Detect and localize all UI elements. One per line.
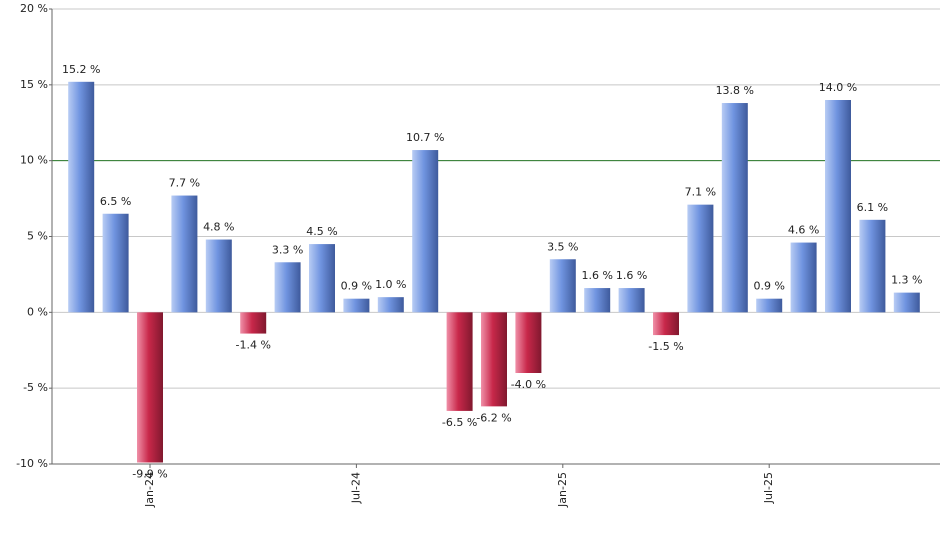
bar [377,297,404,313]
bar [171,195,198,313]
bar [893,292,920,313]
value-label: 1.6 % [616,269,647,282]
bar [721,103,748,313]
bar [825,100,851,313]
bar [446,312,473,411]
bar [756,298,783,313]
value-label: 7.7 % [169,177,200,190]
value-label: 0.9 % [341,280,372,293]
value-label: 4.8 % [203,221,234,234]
value-label: 3.5 % [547,240,578,253]
value-label: 1.0 % [375,278,406,291]
value-label: 14.0 % [819,81,857,94]
y-tick-label: 0 % [27,305,48,318]
x-tick-label: Jul-25 [762,472,775,504]
value-label: 4.6 % [788,224,819,237]
value-label: 15.2 % [62,63,100,76]
x-tick-label: Jul-24 [349,472,362,504]
value-label: 6.1 % [857,201,888,214]
bar [653,312,679,336]
value-label: 3.3 % [272,243,303,256]
bar [205,239,232,313]
bar [618,288,645,313]
bar [859,219,886,313]
bar [274,262,301,313]
value-label: 10.7 % [406,131,444,144]
value-label: 13.8 % [716,84,754,97]
bar [790,242,817,313]
value-label: 1.3 % [891,274,922,287]
bar [137,312,163,463]
y-tick-label: -10 % [16,457,48,470]
bar [343,298,370,313]
value-label: 4.5 % [306,225,337,238]
value-label: -4.0 % [511,378,546,391]
value-label: 1.6 % [581,269,612,282]
bar [68,81,95,313]
bar [481,312,507,407]
bar [584,288,611,313]
bar [102,213,129,313]
y-tick-label: 5 % [27,230,48,243]
y-tick-label: 10 % [20,154,48,167]
x-tick-label: Jan-24 [143,472,156,508]
value-label: -1.4 % [235,339,270,352]
value-label: -1.5 % [648,340,683,353]
value-label: 7.1 % [685,186,716,199]
bar [240,312,267,334]
y-tick-label: -5 % [23,381,48,394]
y-tick-label: 20 % [20,2,48,15]
value-label: 6.5 % [100,195,131,208]
bar [309,244,335,313]
value-label: -6.5 % [442,416,477,429]
bar [515,312,542,373]
value-label: -9.9 % [132,467,167,480]
bar [412,150,439,313]
value-label: -6.2 % [476,411,511,424]
x-tick-label: Jan-25 [556,472,569,508]
value-label: 0.9 % [753,280,784,293]
y-tick-label: 15 % [20,78,48,91]
bar [549,259,576,313]
bar [687,204,714,313]
